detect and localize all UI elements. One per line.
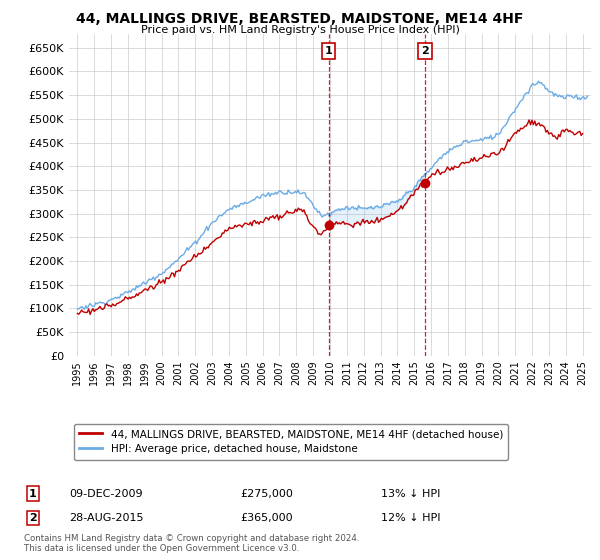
Text: £365,000: £365,000 (240, 513, 293, 523)
Text: 28-AUG-2015: 28-AUG-2015 (69, 513, 143, 523)
Text: 44, MALLINGS DRIVE, BEARSTED, MAIDSTONE, ME14 4HF: 44, MALLINGS DRIVE, BEARSTED, MAIDSTONE,… (76, 12, 524, 26)
Text: 12% ↓ HPI: 12% ↓ HPI (381, 513, 440, 523)
Text: Price paid vs. HM Land Registry's House Price Index (HPI): Price paid vs. HM Land Registry's House … (140, 25, 460, 35)
Legend: 44, MALLINGS DRIVE, BEARSTED, MAIDSTONE, ME14 4HF (detached house), HPI: Average: 44, MALLINGS DRIVE, BEARSTED, MAIDSTONE,… (74, 423, 508, 460)
Text: 1: 1 (29, 489, 37, 499)
Text: 09-DEC-2009: 09-DEC-2009 (69, 489, 143, 499)
Text: Contains HM Land Registry data © Crown copyright and database right 2024.
This d: Contains HM Land Registry data © Crown c… (24, 534, 359, 553)
Text: 2: 2 (29, 513, 37, 523)
Text: £275,000: £275,000 (240, 489, 293, 499)
Text: 1: 1 (325, 46, 332, 56)
Text: 2: 2 (421, 46, 429, 56)
Text: 13% ↓ HPI: 13% ↓ HPI (381, 489, 440, 499)
